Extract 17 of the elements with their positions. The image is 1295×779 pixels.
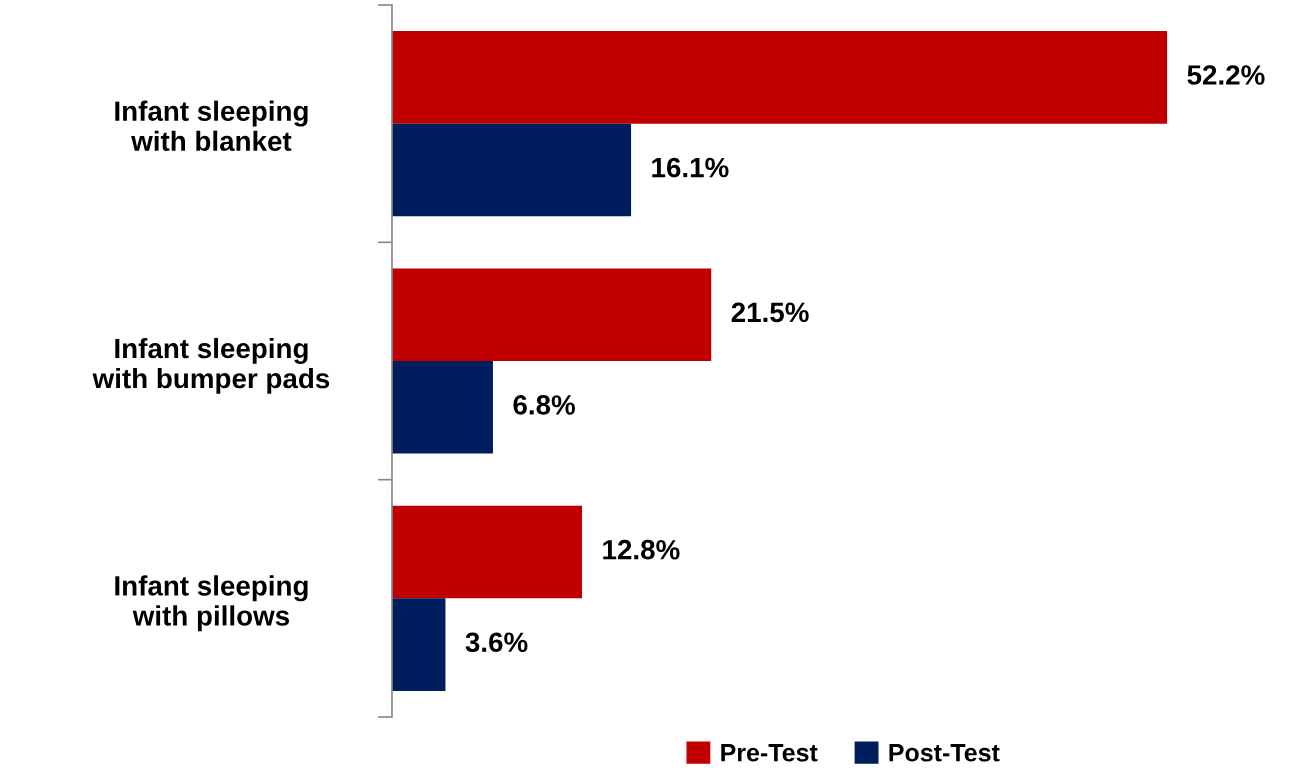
y-tick-label: Infant sleeping with bumper pads	[92, 337, 330, 394]
bar	[392, 598, 446, 691]
data-label: 21.5%	[731, 302, 809, 323]
y-tick-label: Infant sleeping with pillows	[115, 575, 308, 632]
data-label: 3.6%	[465, 632, 528, 653]
bar	[392, 361, 493, 454]
bar	[392, 123, 632, 217]
data-label: 6.8%	[513, 395, 575, 415]
bar	[392, 505, 583, 599]
y-tick-label: Infant sleeping with blanket	[115, 100, 308, 152]
data-label: 52.2%	[1187, 65, 1265, 85]
data-label: 12.8%	[603, 539, 680, 560]
legend-label: Post-Test	[889, 744, 1000, 762]
bar	[392, 268, 712, 361]
bar	[392, 31, 1168, 124]
data-label: 16.1%	[652, 157, 729, 178]
legend-label: Pre-Test	[721, 744, 818, 762]
